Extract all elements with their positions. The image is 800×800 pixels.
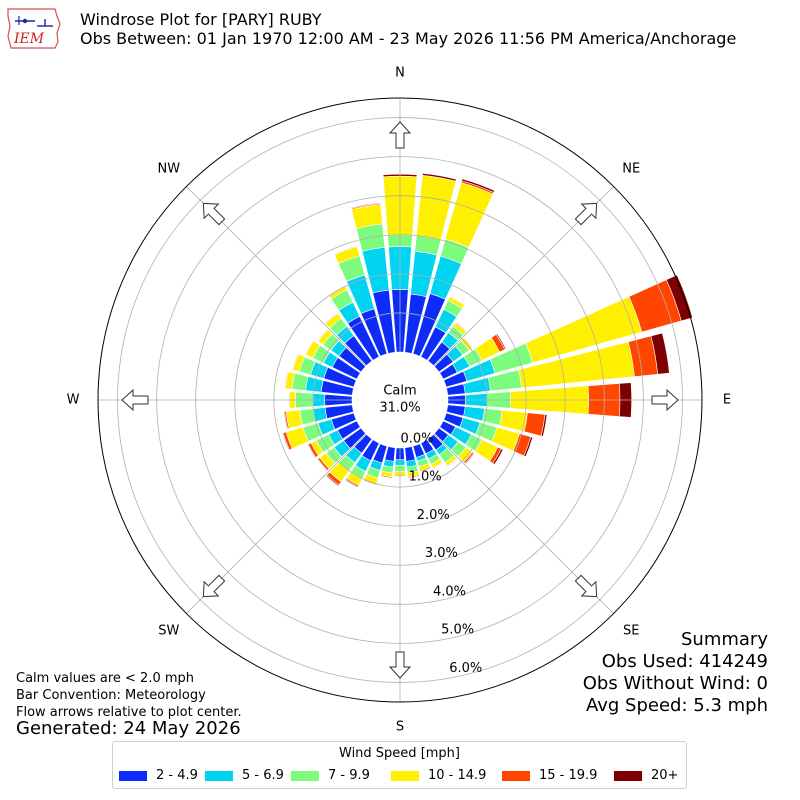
outer-ring (97, 97, 703, 703)
legend: Wind Speed [mph] 2 - 4.9 5 - 6.9 7 - 9.9 10… (112, 741, 687, 789)
flow-arrow-w (121, 388, 149, 412)
direction-label-w: W (67, 393, 80, 408)
flow-arrow-se (574, 574, 598, 598)
calm-circle (352, 352, 448, 448)
flow-arrow-nw (202, 202, 226, 226)
windrose-bar-140-bin-6 (447, 458, 458, 468)
windrose-bar-330-bin-6 (327, 284, 346, 296)
windrose-bar-170-bin-6 (407, 475, 420, 479)
radial-tick-label: 4.0% (433, 584, 466, 599)
windrose-bar-320-bin-6 (324, 312, 338, 324)
flow-arrows (121, 121, 679, 679)
calm-note: Calm values are < 2.0 mph (16, 671, 195, 686)
legend-label: 15 - 19.9 (539, 768, 598, 783)
windrose-bar-280-bin-6 (283, 370, 288, 389)
direction-label-nw: NW (157, 161, 180, 176)
chart-subtitle: Obs Between: 01 Jan 1970 12:00 AM - 23 M… (80, 29, 737, 48)
legend-title: Wind Speed [mph] (339, 746, 460, 761)
windrose-bar-220-bin-6 (325, 474, 340, 487)
windrose-bars (281, 173, 693, 489)
windrose-bar-310-bin-6 (316, 328, 328, 342)
legend-swatch (205, 771, 233, 781)
windrose-bar-230-bin-6 (316, 458, 329, 472)
legend-label: 5 - 6.9 (242, 768, 284, 783)
windrose-bar-50-bin-6 (463, 336, 474, 349)
chart-labels: N NE E SE S SW W NW 0.0% 1.0% 2.0% 3.0% 4.0% 5.0% 6.0%… (67, 66, 732, 735)
direction-label-sw: SW (158, 624, 179, 639)
calm-label: Calm (383, 384, 416, 399)
windrose-bar-30-bin-6 (449, 295, 466, 306)
flow-arrow-s (388, 651, 412, 679)
windrose-bar-20-bin-6 (461, 178, 495, 193)
radial-tick-label: 0.0% (400, 431, 433, 446)
radial-tick-label: 3.0% (425, 546, 458, 561)
legend-label: 7 - 9.9 (328, 768, 370, 783)
windrose-bar-40-bin-6 (455, 321, 468, 332)
direction-label-ne: NE (622, 161, 640, 176)
direction-label-s: S (396, 720, 404, 735)
legend-swatch (291, 771, 319, 781)
windrose-bar-250-bin-6 (281, 432, 290, 451)
radial-tick-label: 6.0% (449, 661, 482, 676)
summary-heading: Summary (681, 629, 768, 650)
windrose-bar-290-bin-6 (291, 353, 299, 371)
iem-logo: IEM (7, 8, 61, 49)
flow-arrow-ne (574, 202, 598, 226)
radial-tick-label: 2.0% (417, 508, 450, 523)
summary-avg-speed: Avg Speed: 5.3 mph (586, 695, 768, 716)
windrose-bar-350-bin-6 (350, 202, 381, 209)
flow-arrow-note: Flow arrows relative to plot center. (16, 705, 242, 720)
windrose-bar-150-bin-6 (432, 462, 444, 470)
legend-swatch (391, 771, 419, 781)
generated-date: Generated: 24 May 2026 (16, 718, 241, 739)
direction-label-e: E (723, 393, 731, 408)
calm-value: 31.0% (379, 401, 420, 416)
windrose-bar-340-bin-6 (333, 245, 358, 255)
flow-arrow-sw (202, 574, 226, 598)
direction-label-se: SE (623, 624, 639, 639)
windrose-bar-300-bin-6 (304, 339, 314, 355)
windrose-bar-160-bin-6 (419, 467, 432, 473)
logo-text: IEM (13, 31, 45, 47)
legend-label: 2 - 4.9 (156, 768, 198, 783)
radial-tick-label: 1.0% (409, 470, 442, 485)
bar-convention-note: Bar Convention: Meteorology (16, 688, 206, 703)
windrose-bar-260-bin-6 (283, 411, 288, 430)
summary-obs-used: Obs Used: 414249 (601, 651, 768, 672)
windrose-bar-120-bin-6 (492, 448, 504, 465)
windrose-bar-110-bin-6 (523, 436, 534, 458)
legend-label: 10 - 14.9 (428, 768, 487, 783)
windrose-bar-240-bin-6 (307, 443, 317, 459)
windrose-bar-60-bin-6 (495, 333, 507, 350)
legend-swatch (614, 771, 642, 781)
windrose-bar-190-bin-6 (380, 475, 393, 479)
direction-label-n: N (395, 66, 405, 81)
legend-swatch (119, 771, 147, 781)
windrose-bar-100-bin-6 (540, 414, 548, 437)
radial-tick-label: 5.0% (441, 623, 474, 638)
summary-obs-without-wind: Obs Without Wind: 0 (582, 673, 768, 694)
flow-arrow-e (651, 388, 679, 412)
legend-label: 20+ (651, 768, 679, 783)
windrose-bar-200-bin-6 (363, 480, 377, 486)
windrose-bar-210-bin-6 (344, 479, 359, 489)
windrose-bar-70-bin-6 (665, 274, 693, 322)
chart-title: Windrose Plot for [PARY] RUBY (80, 10, 322, 29)
windrose-bar-80-bin-6 (650, 332, 670, 375)
legend-swatch (502, 771, 530, 781)
windrose-bar-10-bin-6 (422, 173, 457, 182)
windrose-bar-130-bin-6 (464, 452, 475, 465)
flow-arrow-n (388, 121, 412, 149)
radial-grid (97, 97, 703, 703)
